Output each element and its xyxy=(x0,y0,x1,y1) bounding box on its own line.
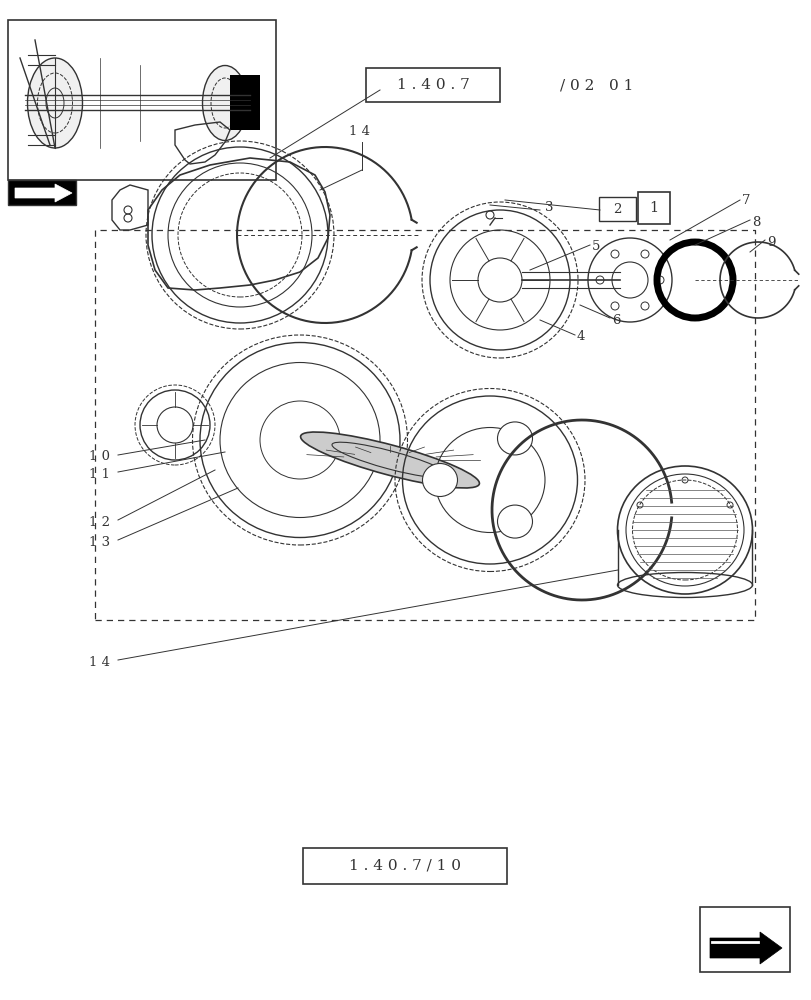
Text: 6: 6 xyxy=(611,314,620,326)
Bar xyxy=(8,20,276,180)
Ellipse shape xyxy=(28,58,83,148)
Text: / 0 2   0 1: / 0 2 0 1 xyxy=(560,78,633,92)
Ellipse shape xyxy=(497,422,532,455)
Text: 1 4: 1 4 xyxy=(89,656,109,668)
Text: 9: 9 xyxy=(766,235,775,248)
FancyBboxPatch shape xyxy=(303,848,506,884)
Text: 8: 8 xyxy=(751,216,759,229)
Ellipse shape xyxy=(497,505,532,538)
Bar xyxy=(8,180,76,205)
Text: 1 2: 1 2 xyxy=(89,516,109,528)
Text: 1 . 4 0 . 7: 1 . 4 0 . 7 xyxy=(396,78,469,92)
Text: 3: 3 xyxy=(544,201,553,214)
Text: 2: 2 xyxy=(612,203,620,216)
Polygon shape xyxy=(15,184,72,202)
FancyBboxPatch shape xyxy=(366,68,500,102)
Ellipse shape xyxy=(202,66,247,141)
Text: 1 4: 1 4 xyxy=(349,125,370,138)
FancyBboxPatch shape xyxy=(599,197,635,221)
Text: 4: 4 xyxy=(577,330,585,344)
FancyBboxPatch shape xyxy=(637,192,669,224)
Bar xyxy=(699,907,789,972)
Polygon shape xyxy=(709,932,781,964)
Text: 5: 5 xyxy=(591,240,599,253)
Ellipse shape xyxy=(300,432,478,488)
Text: 1: 1 xyxy=(649,201,658,215)
Bar xyxy=(230,75,260,130)
Text: 1 . 4 0 . 7 / 1 0: 1 . 4 0 . 7 / 1 0 xyxy=(349,859,461,873)
Ellipse shape xyxy=(422,464,457,496)
Text: 7: 7 xyxy=(741,194,749,207)
Text: 1 1: 1 1 xyxy=(89,468,109,481)
Text: 1 0: 1 0 xyxy=(89,450,109,464)
Text: 1 3: 1 3 xyxy=(88,536,109,548)
